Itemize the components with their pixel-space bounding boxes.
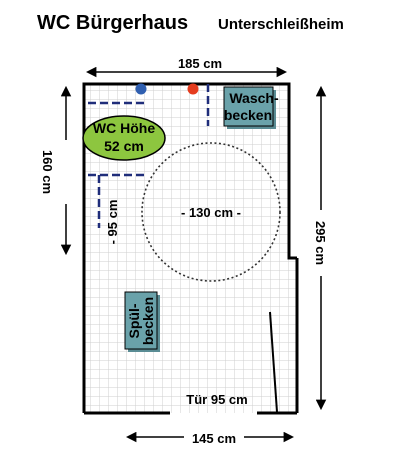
flush-basin: Spül- becken: [124, 291, 160, 352]
flush-basin-label-line1: Spül-: [126, 303, 142, 338]
top-width-label: 185 cm: [178, 56, 222, 71]
turning-circle-label: - 130 cm -: [181, 205, 241, 220]
inner-depth-label: - 95 cm: [105, 200, 120, 245]
toilet-label-line1: WC Höhe: [93, 120, 155, 136]
page-subtitle: Unterschleißheim: [218, 16, 344, 33]
wash-basin-label-line2: becken: [224, 107, 272, 123]
room-walls: [82, 82, 299, 415]
toilet-label-line2: 52 cm: [104, 138, 144, 154]
wash-basin-label-line1: Wasch-: [229, 90, 279, 106]
dimension-right: 295 cm: [308, 85, 334, 411]
page-title: WC Bürgerhaus: [37, 12, 188, 34]
dimension-left: 160 cm: [40, 85, 78, 256]
door-width-label: Tür 95 cm: [186, 392, 247, 407]
cold-water-tap-icon: [135, 83, 147, 95]
hot-water-tap-icon: [187, 83, 199, 95]
grab-bars: [88, 84, 210, 228]
wash-basin: Wasch- becken: [223, 86, 279, 129]
dimension-bottom: 145 cm: [125, 430, 295, 448]
flush-basin-label-line2: becken: [140, 297, 156, 345]
right-height-label: 295 cm: [313, 221, 328, 265]
bottom-width-label: 145 cm: [192, 431, 236, 446]
toilet: WC Höhe 52 cm: [82, 115, 166, 161]
turning-circle: [141, 142, 281, 282]
left-height-label: 160 cm: [40, 150, 55, 194]
door-leaf: [269, 311, 278, 413]
dimension-top: 185 cm: [85, 56, 288, 78]
